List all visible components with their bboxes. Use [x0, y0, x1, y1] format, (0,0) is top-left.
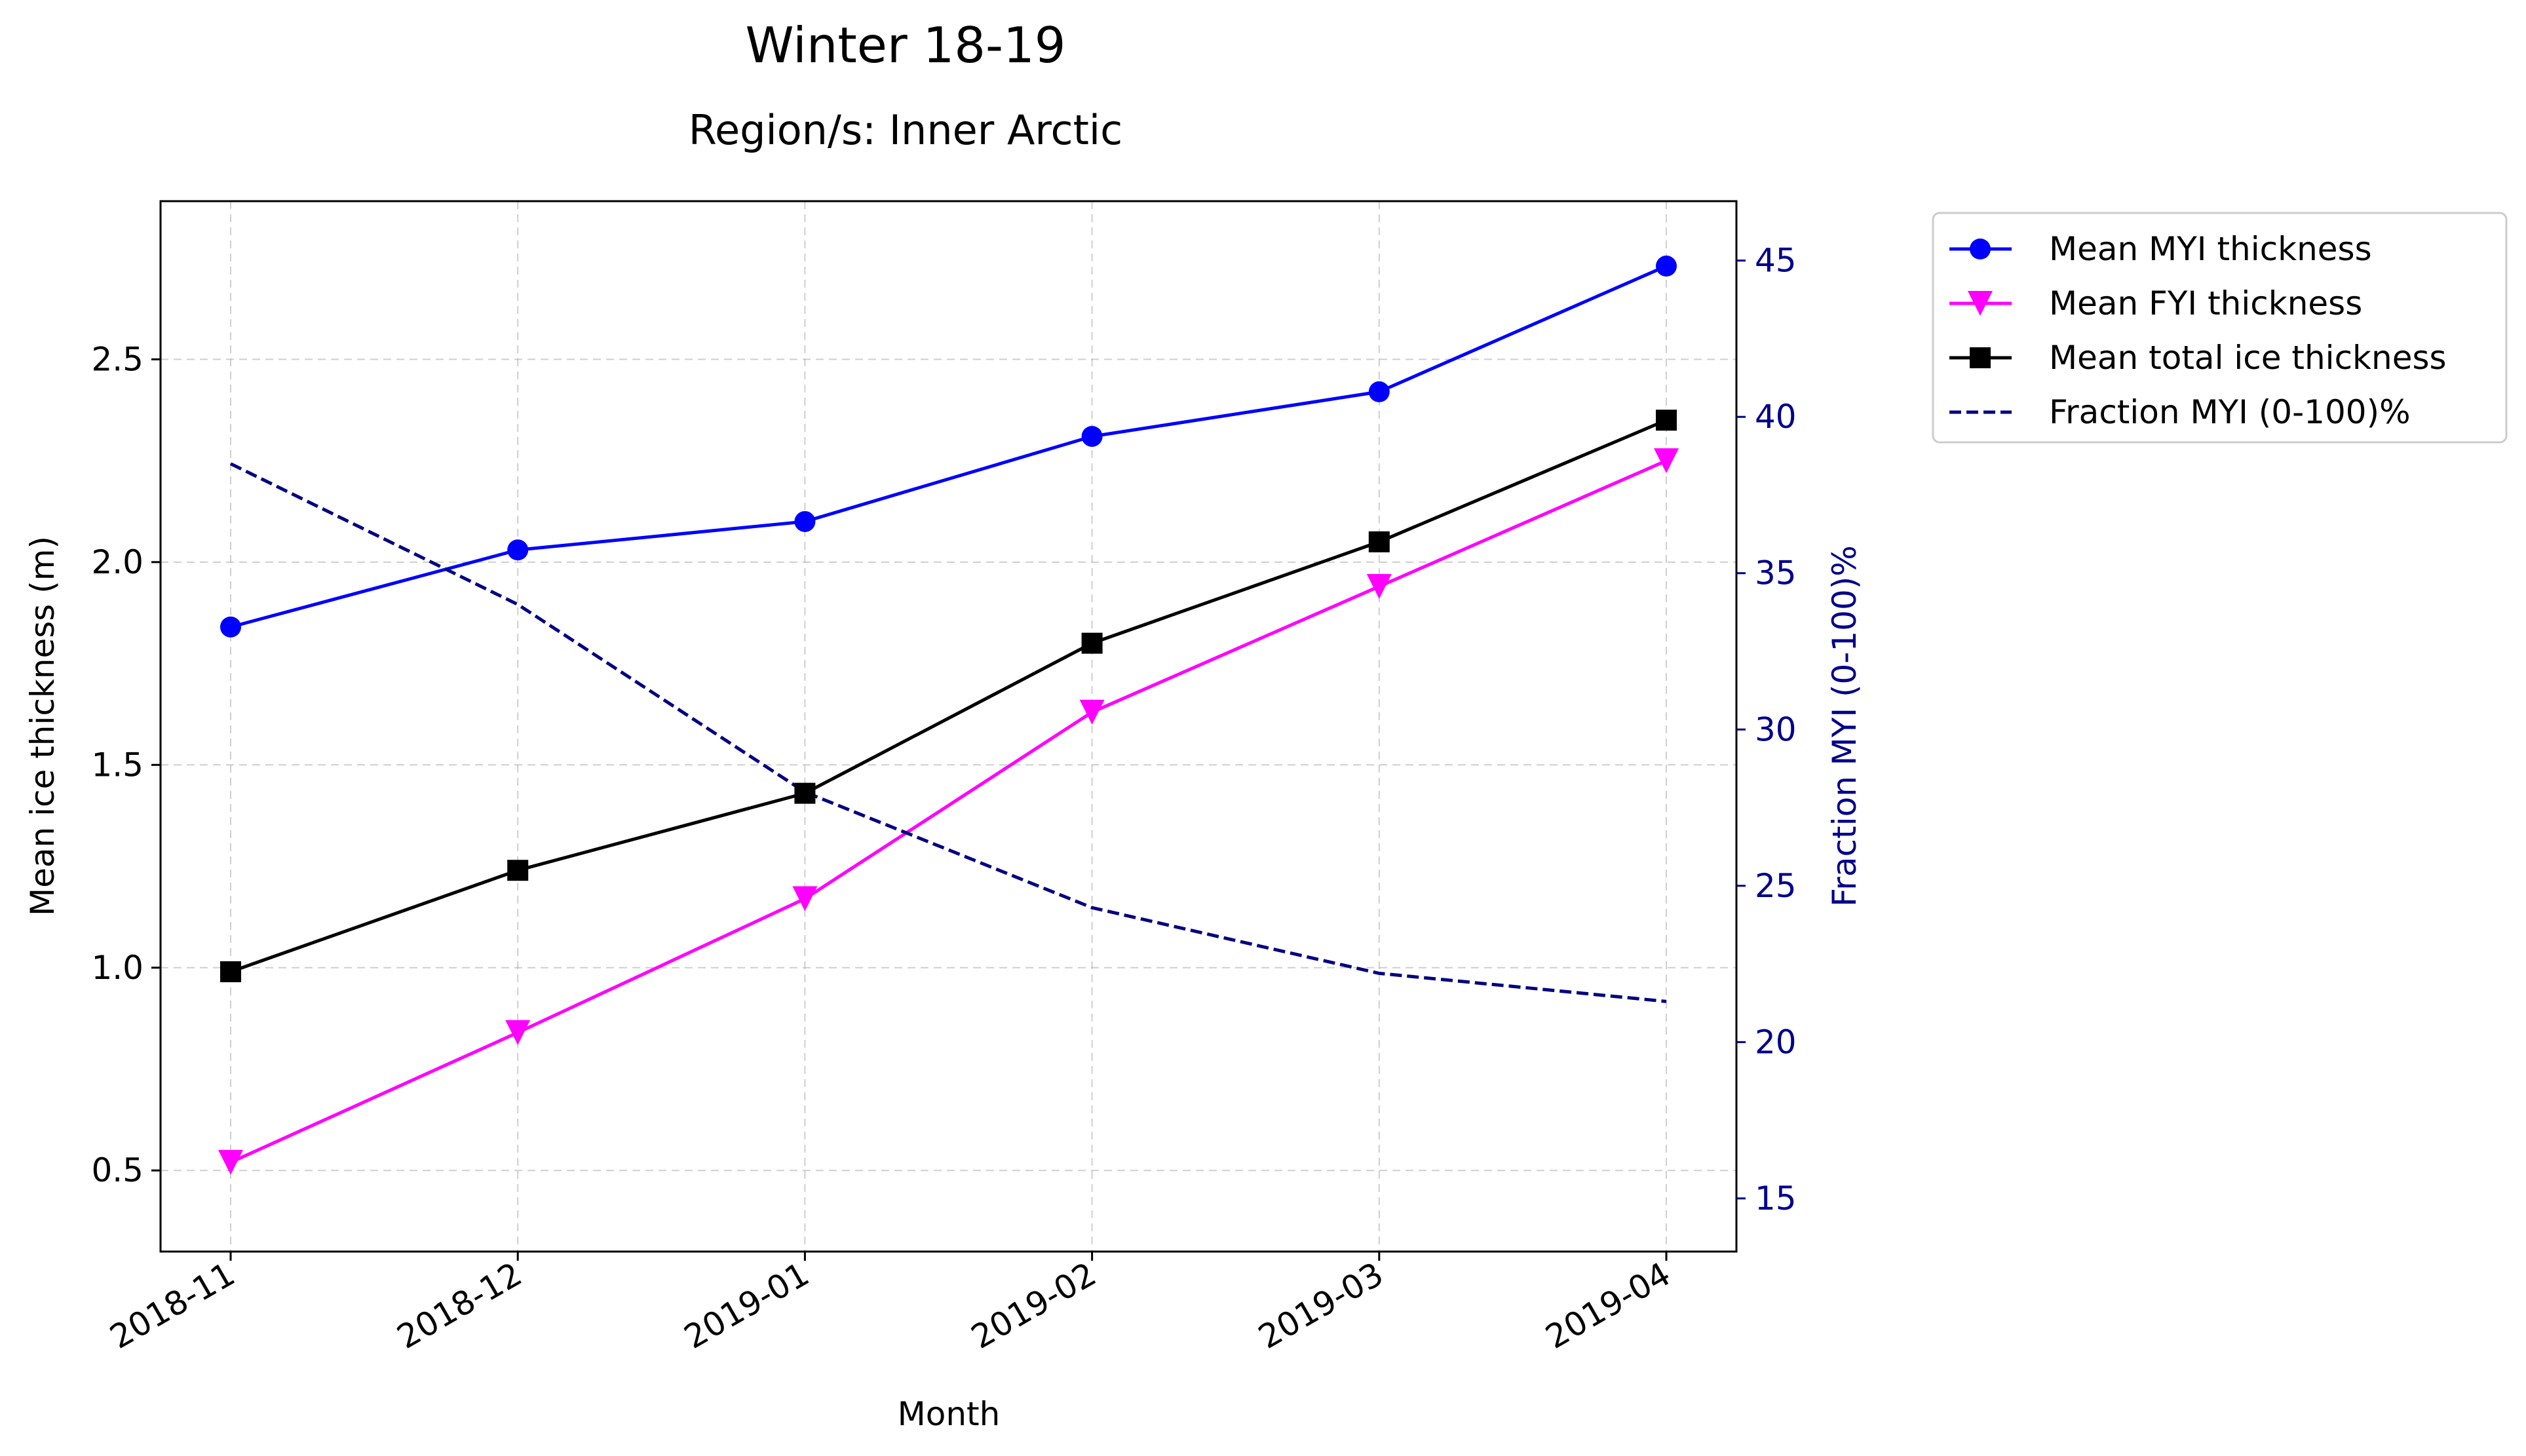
y2-tick-label: 25: [1755, 867, 1797, 905]
data-point-0: [794, 510, 816, 532]
y2-axis-label: Fraction MYI (0-100)%: [1826, 545, 1864, 907]
data-point-1: [792, 886, 818, 911]
data-point-1: [218, 1149, 243, 1175]
data-point-0: [1081, 425, 1103, 447]
y2-tick-label: 15: [1755, 1179, 1797, 1217]
x-axis: 2018-11 2018-12 2019-01 2019-02 2019-03 2019-…: [104, 1252, 1677, 1356]
legend-label: Mean total ice thickness: [2049, 339, 2447, 377]
chart-title: Winter 18-19: [745, 16, 1065, 74]
series-lines: [229, 264, 1668, 1164]
legend: Mean MYI thickness Mean FYI thickness Mean…: [1932, 212, 2508, 444]
y2-tick-label: 35: [1755, 554, 1797, 592]
x-tick-label: 2019-04: [1539, 1255, 1677, 1356]
y-tick-label: 2.0: [91, 543, 144, 581]
y2-tick-label: 20: [1755, 1023, 1797, 1061]
x-axis-label: Month: [898, 1395, 1001, 1433]
y2-tick-label: 40: [1755, 398, 1797, 436]
data-point-2: [220, 961, 241, 982]
data-point-2: [507, 860, 529, 881]
y-axis-label: Mean ice thickness (m): [24, 536, 62, 916]
legend-marker: [1970, 239, 1991, 259]
data-point-0: [220, 616, 241, 638]
data-point-2: [1656, 410, 1677, 431]
series-line-0: [230, 264, 1668, 629]
chart-subtitle: Region/s: Inner Arctic: [689, 106, 1123, 154]
y-axis-right: 15 20 25 30 35 40 45: [1736, 242, 1797, 1217]
legend-marker: [1970, 347, 1991, 368]
x-tick-label: 2018-12: [391, 1255, 528, 1356]
data-point-0: [507, 539, 529, 561]
x-tick-label: 2019-01: [678, 1255, 815, 1356]
y-tick-label: 0.5: [91, 1151, 144, 1189]
data-point-1: [1366, 573, 1392, 599]
data-point-2: [1368, 531, 1390, 552]
y2-tick-label: 30: [1755, 710, 1797, 748]
data-point-2: [794, 782, 816, 804]
x-tick-label: 2018-11: [104, 1255, 241, 1356]
legend-label: Mean MYI thickness: [2049, 230, 2372, 268]
series-line-1: [229, 459, 1668, 1164]
legend-marker: [1968, 291, 1993, 316]
data-point-2: [1081, 632, 1103, 654]
series-line-2: [230, 418, 1667, 974]
data-point-0: [1368, 381, 1390, 402]
x-tick-label: 2019-02: [965, 1255, 1103, 1356]
data-point-1: [1079, 699, 1105, 725]
legend-label: Mean FYI thickness: [2049, 284, 2362, 322]
data-point-0: [1656, 256, 1677, 277]
legend-label: Fraction MYI (0-100)%: [2049, 393, 2411, 431]
y-tick-label: 1.0: [91, 949, 144, 987]
y-tick-label: 2.5: [91, 340, 144, 378]
y-axis-left: 0.5 1.0 1.5 2.0 2.5: [91, 340, 161, 1189]
legend-frame: [1932, 212, 2508, 444]
y-tick-label: 1.5: [91, 746, 144, 784]
x-tick-label: 2019-03: [1252, 1255, 1390, 1356]
data-point-1: [505, 1020, 531, 1045]
grid: [161, 201, 1736, 1252]
data-point-1: [1654, 448, 1679, 474]
series-markers: [218, 256, 1679, 1175]
plot-area: [159, 200, 1738, 1253]
series-line-3: [229, 462, 1667, 1003]
y2-tick-label: 45: [1755, 242, 1797, 280]
